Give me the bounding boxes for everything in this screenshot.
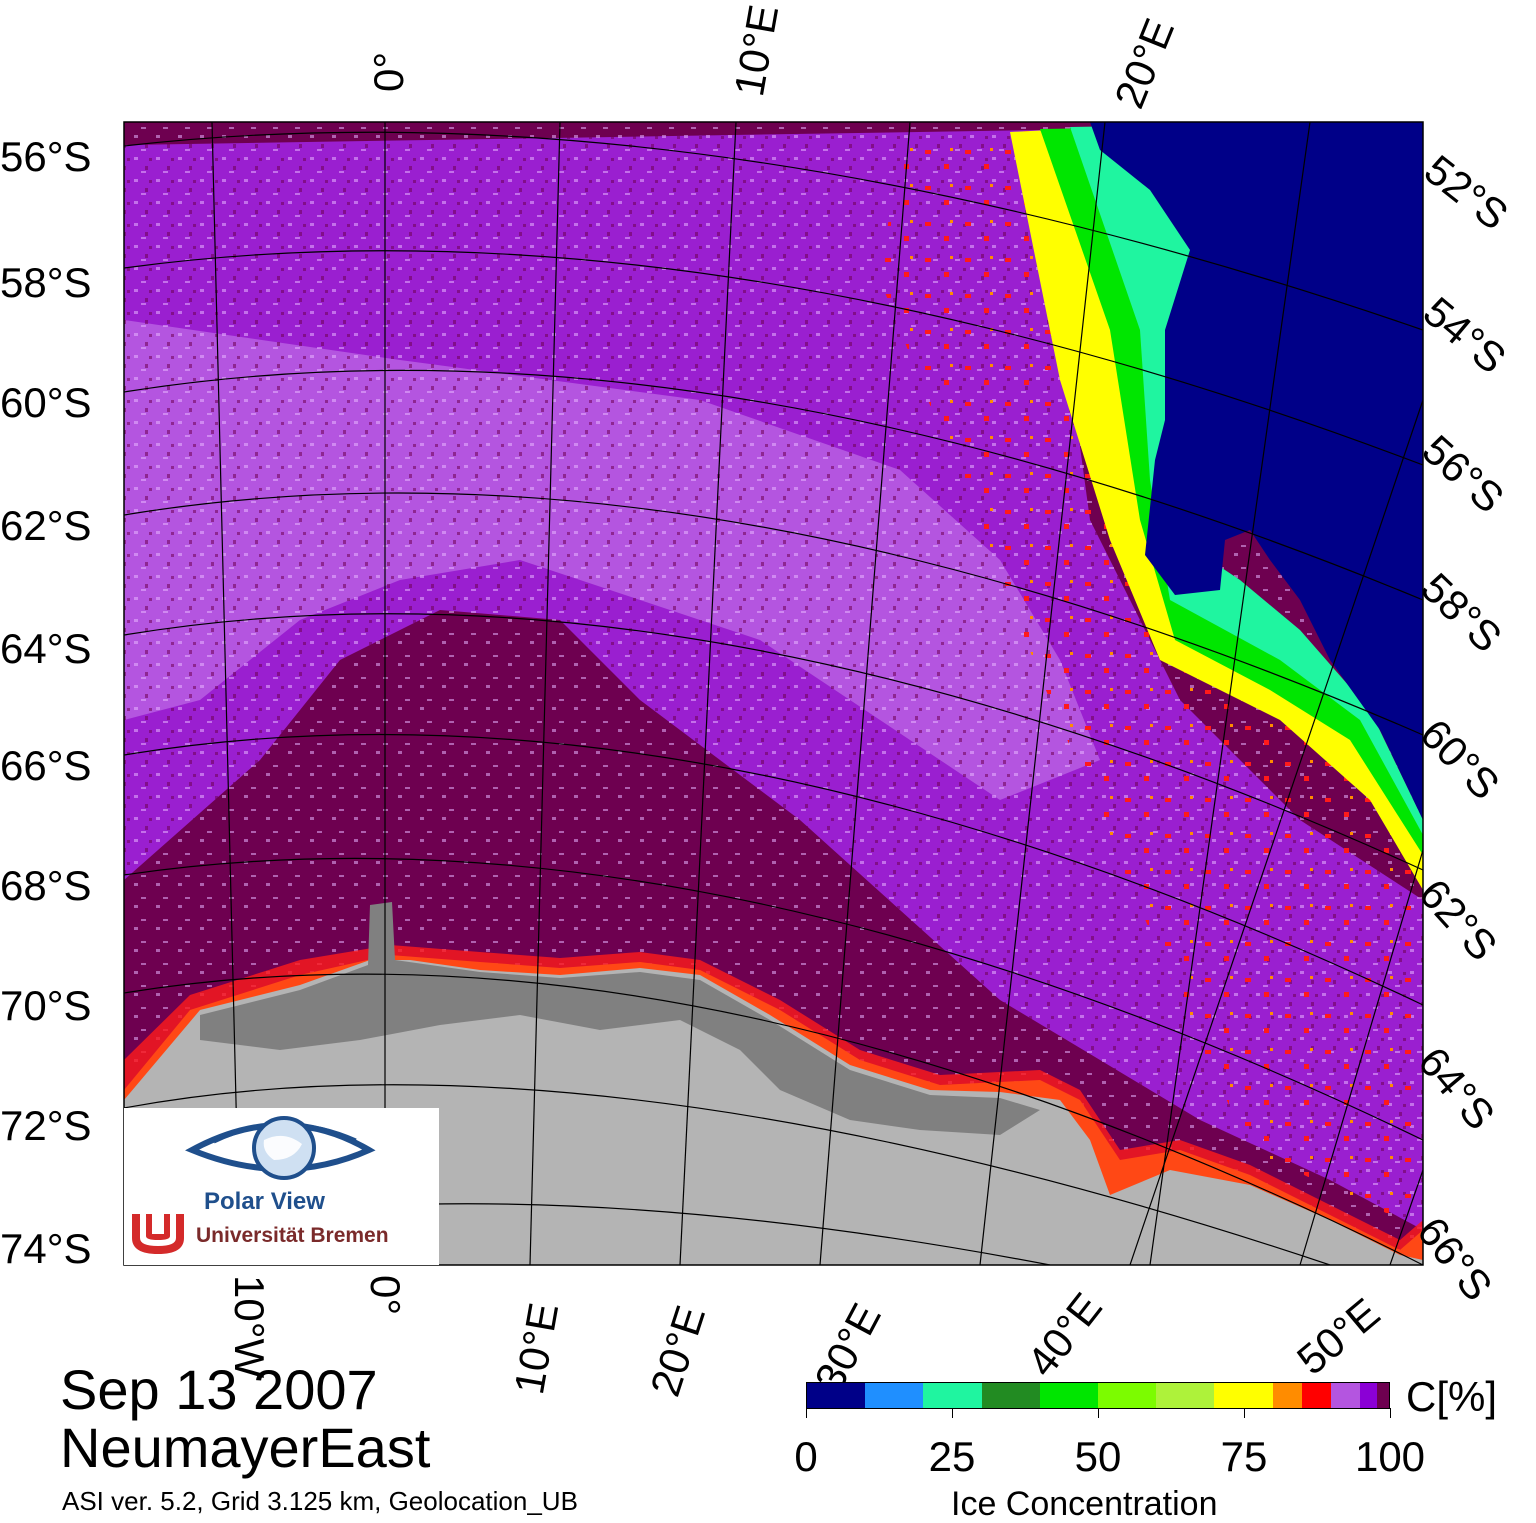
colorbar-segment: [1098, 1383, 1157, 1408]
colorbar-tick-label: 75: [1220, 1433, 1268, 1480]
colorbar-segment: [807, 1383, 866, 1408]
colorbar-tick-label: 0: [794, 1433, 818, 1480]
colorbar-segment: [1214, 1383, 1273, 1408]
colorbar-tick-label: 50: [1074, 1433, 1122, 1480]
colorbar-unit: C[%]: [1406, 1373, 1498, 1420]
eye-globe-icon: [185, 1116, 376, 1180]
lon-label-bottom-20e: 20°E: [641, 1300, 715, 1402]
region-name: NeumayerEast: [60, 1416, 431, 1479]
colorbar-segment: [981, 1383, 1040, 1408]
lon-label-bottom-40e: 40°E: [1017, 1284, 1112, 1386]
lon-label-bottom-0: 0°: [362, 1275, 409, 1316]
colorbar-segment: [1359, 1383, 1378, 1408]
colorbar-segment: [1039, 1383, 1099, 1408]
map-frame: [123, 121, 1424, 1266]
algorithm-info: ASI ver. 5.2, Grid 3.125 km, Geolocation…: [62, 1486, 578, 1516]
lat-label-60s: 60°S: [0, 379, 92, 426]
colorbar-segment: [865, 1383, 924, 1408]
date-text: Sep 13 2007: [60, 1358, 378, 1421]
logo-name-text: Polar View: [204, 1188, 325, 1215]
colorbar-title: Ice Concentration: [951, 1485, 1218, 1523]
lat-label-74s: 74°S: [0, 1225, 92, 1272]
map-layers: [124, 122, 1423, 1265]
bremen-u-icon: [132, 1214, 184, 1254]
graticule: [124, 122, 1423, 1265]
lat-label-62s: 62°S: [0, 502, 92, 549]
colorbar-segment: [923, 1383, 982, 1408]
colorbar-tick-mark: [1390, 1408, 1391, 1418]
antarctic-land: [124, 960, 1423, 1265]
polar-view-logo: Polar View Universität Bremen: [124, 1108, 439, 1265]
lat-label-58s: 58°S: [0, 259, 92, 306]
colorbar-tick-label: 100: [1354, 1433, 1426, 1480]
lat-label-56s: 56°S: [0, 133, 92, 180]
lon-label-bottom-50e: 50°E: [1288, 1288, 1389, 1384]
colorbar: [806, 1382, 1390, 1409]
lat-label-66s: 66°S: [0, 742, 92, 789]
colorbar-tick-mark: [806, 1408, 807, 1418]
ice-edge-cyan: [1070, 126, 1423, 835]
lat-label-68s: 68°S: [0, 862, 92, 909]
sea-ice-map: [123, 121, 1424, 1266]
red-ice-band: [880, 130, 1423, 1230]
colorbar-tick-mark: [1244, 1408, 1245, 1418]
colorbar-segment: [1272, 1383, 1302, 1408]
lon-label-top-0: 0°: [365, 51, 412, 92]
colorbar-tick-mark: [1098, 1408, 1099, 1418]
lat-label-70s: 70°S: [0, 982, 92, 1029]
colorbar-segment: [1377, 1383, 1389, 1408]
lat-label-72s: 72°S: [0, 1102, 92, 1149]
colorbar-segment: [1301, 1383, 1331, 1408]
colorbar-segment: [1330, 1383, 1360, 1408]
colorbar-tick-label: 25: [928, 1433, 976, 1480]
ice-shelf: [200, 902, 1040, 1135]
colorbar-segment: [1156, 1383, 1215, 1408]
lon-label-bottom-10e: 10°E: [505, 1299, 568, 1398]
logo-university-text: Universität Bremen: [196, 1224, 389, 1247]
lat-label-64s: 64°S: [0, 625, 92, 672]
colorbar-tick-mark: [952, 1408, 953, 1418]
